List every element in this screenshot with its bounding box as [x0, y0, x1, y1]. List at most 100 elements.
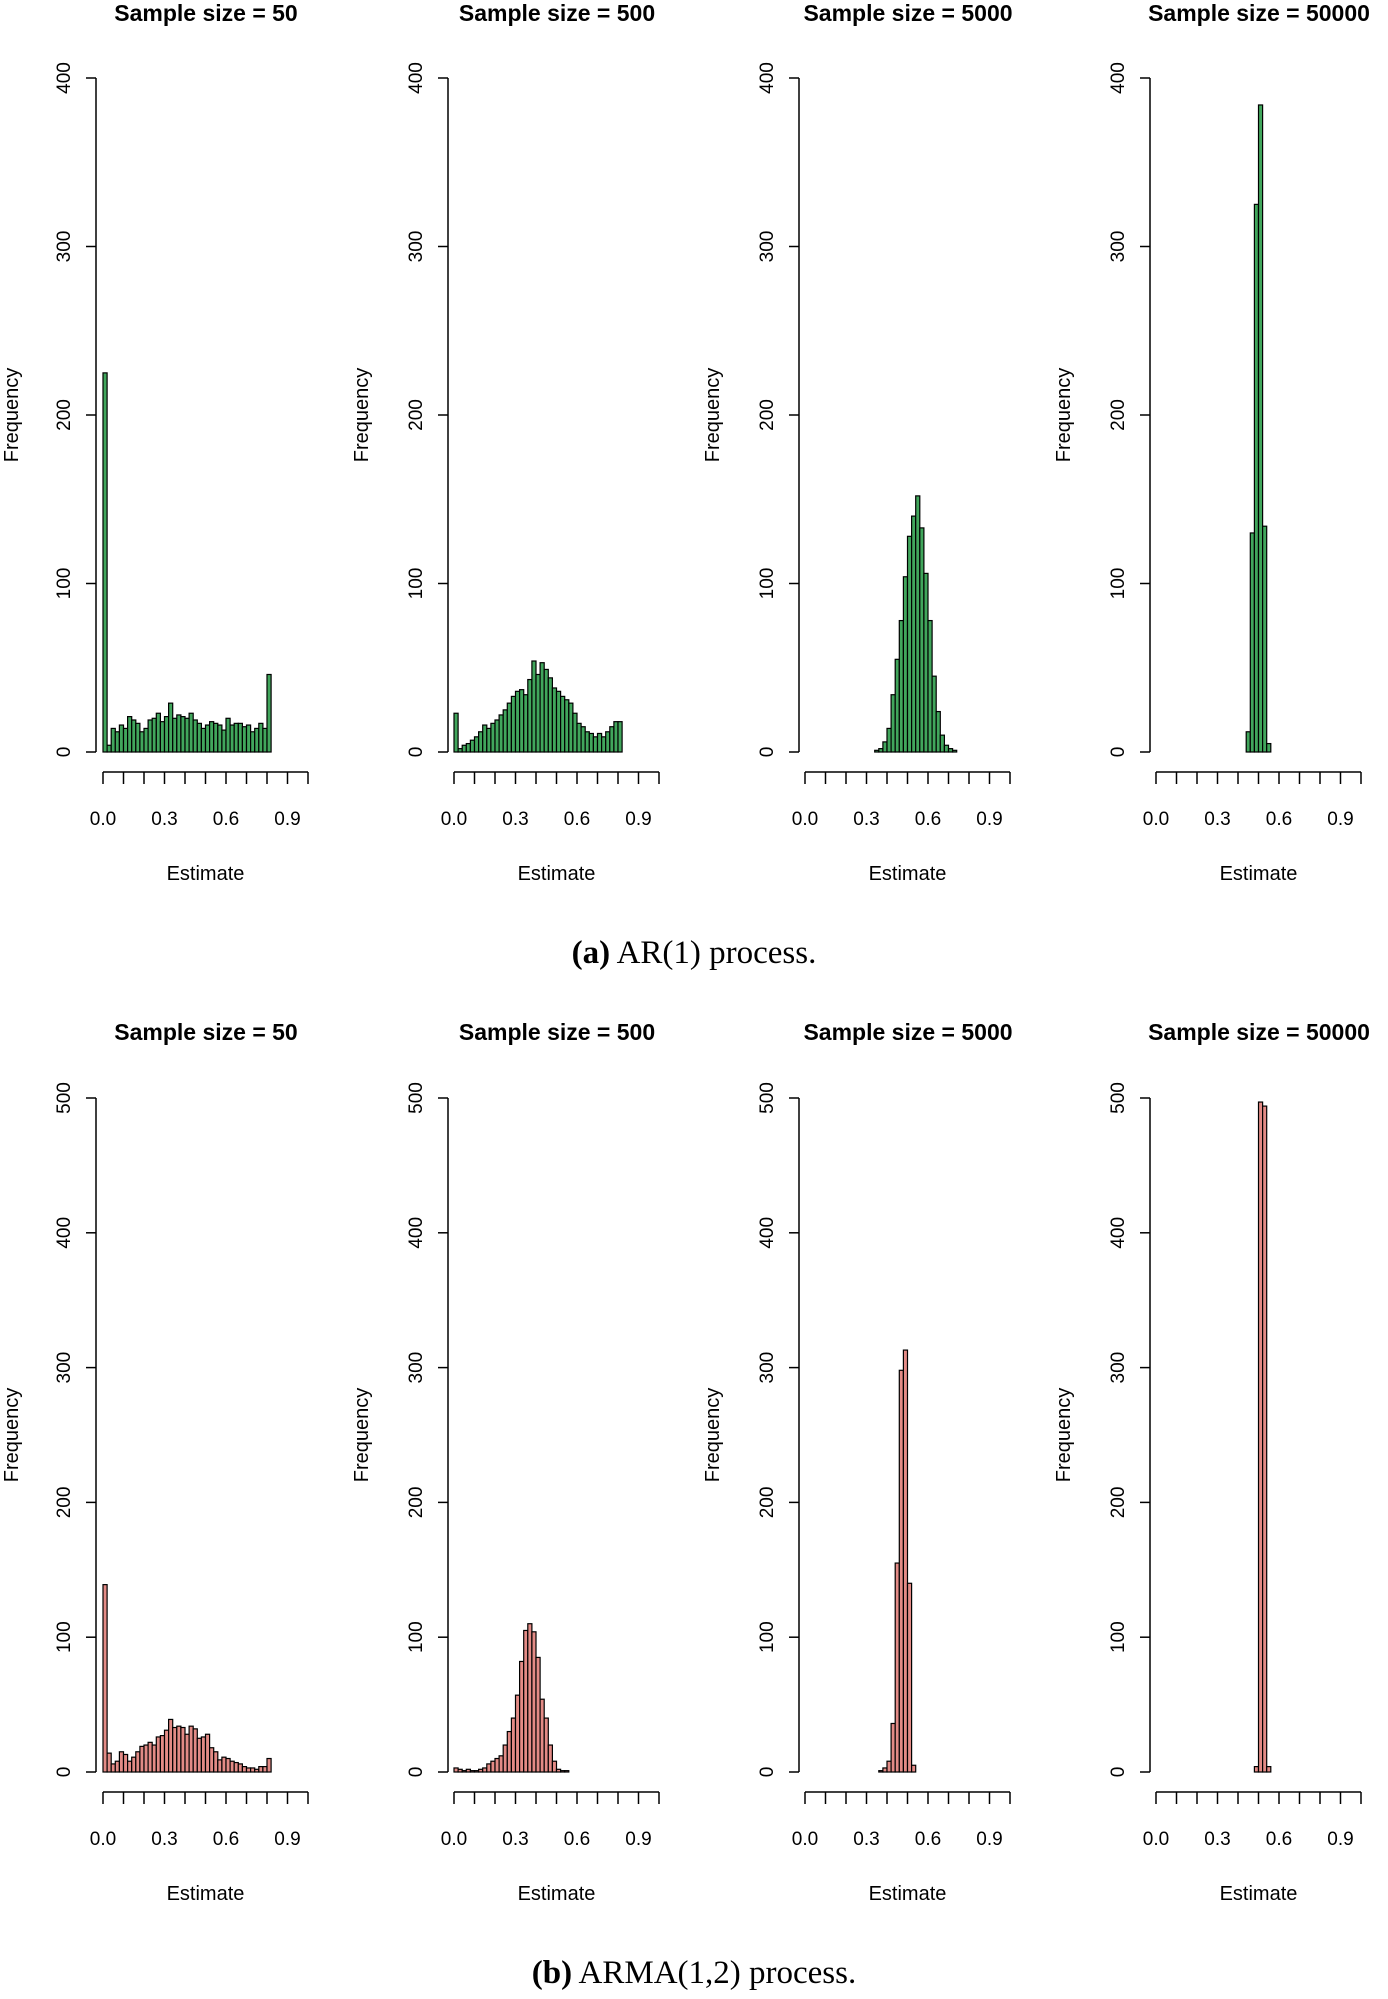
- histogram-bar: [254, 1768, 260, 1773]
- histogram-bar: [882, 1767, 888, 1773]
- y-tick-label: 0: [1108, 1767, 1129, 1778]
- histogram-bar: [147, 1741, 153, 1773]
- histogram-bar: [225, 1757, 231, 1773]
- histogram-bar: [110, 727, 116, 753]
- histogram-bar: [135, 1751, 141, 1773]
- histogram-bar: [906, 1582, 913, 1773]
- histogram-bar: [1245, 731, 1251, 753]
- histogram-bar: [527, 1623, 533, 1773]
- histogram-bar: [890, 1722, 896, 1773]
- histogram-bar: [241, 1766, 248, 1773]
- histogram-bar: [1253, 1766, 1260, 1773]
- caption-a-text: AR(1) process.: [616, 935, 817, 971]
- y-tick-label: 100: [757, 568, 778, 600]
- histogram-bar: [237, 722, 244, 753]
- y-tick-label: 0: [54, 1767, 75, 1778]
- histogram-bar: [584, 731, 590, 753]
- caption-a: (a) AR(1) process.: [0, 935, 1388, 972]
- histogram-bar: [482, 724, 488, 753]
- histogram-bar: [258, 1766, 264, 1773]
- y-tick-label: 100: [406, 568, 427, 600]
- subplot-title: Sample size = 5000: [803, 1019, 1012, 1045]
- histogram-bar: [461, 744, 467, 753]
- histogram-bar: [551, 1760, 558, 1773]
- x-axis-label: Estimate: [518, 1883, 596, 1905]
- histogram-bar: [874, 749, 880, 753]
- histogram-bar: [923, 572, 929, 753]
- histogram-bar: [217, 724, 223, 753]
- histogram-bar: [506, 702, 512, 753]
- y-tick-label: 200: [757, 1487, 778, 1519]
- histogram-bar: [486, 727, 492, 753]
- histogram-bar: [200, 727, 207, 753]
- x-tick-label: 0.3: [853, 809, 879, 830]
- histogram-bar: [617, 721, 623, 753]
- x-tick-label: 0.0: [441, 809, 467, 830]
- histogram-bar: [568, 702, 574, 753]
- x-tick-label: 0.3: [502, 1829, 528, 1850]
- caption-b-text: ARMA(1,2) process.: [578, 1955, 857, 1991]
- histogram-bar: [478, 1768, 484, 1773]
- histogram-bar: [126, 1760, 133, 1773]
- histogram-bar: [1261, 1105, 1268, 1773]
- histogram-bar: [172, 1726, 178, 1773]
- x-tick-label: 0.6: [564, 1829, 590, 1850]
- histogram-bar: [163, 716, 170, 753]
- histogram-bar: [221, 1756, 227, 1773]
- histogram-bar: [465, 1768, 471, 1773]
- histogram-bar: [262, 727, 268, 753]
- x-tick-label: 0.9: [1327, 809, 1353, 830]
- histogram-bar: [543, 1717, 549, 1773]
- histogram-bar: [217, 1759, 223, 1773]
- histogram-bar: [457, 1768, 463, 1773]
- histogram-bar: [151, 717, 157, 753]
- histogram-bar: [878, 748, 884, 753]
- histogram-bar: [192, 1728, 198, 1773]
- histogram-bar: [192, 719, 198, 753]
- x-tick-label: 0.0: [90, 809, 116, 830]
- histogram-bar: [151, 1744, 157, 1773]
- histogram-bar: [915, 495, 921, 753]
- y-axis-label: Frequency: [351, 1388, 373, 1483]
- histogram-bar: [894, 1562, 900, 1773]
- y-tick-label: 200: [54, 399, 75, 431]
- histogram-bar: [927, 619, 933, 753]
- histogram-bar: [551, 687, 558, 753]
- histogram-bar: [469, 739, 476, 753]
- x-tick-label: 0.3: [1204, 1829, 1230, 1850]
- x-axis-label: Estimate: [167, 1883, 245, 1905]
- subplot-a-3: Sample size = 5000 0 100 200 300 400 Frequency…: [702, 0, 1013, 885]
- histogram-bar: [118, 724, 125, 753]
- histogram-bar: [514, 690, 521, 753]
- x-axis-label: Estimate: [518, 863, 596, 885]
- y-tick-label: 200: [757, 399, 778, 431]
- histogram-bar: [605, 731, 611, 753]
- histogram-bar: [539, 662, 545, 753]
- histogram-bar: [564, 699, 570, 753]
- histogram-bar: [114, 731, 121, 753]
- x-axis-label: Estimate: [1220, 863, 1298, 885]
- histogram-bar: [951, 749, 958, 753]
- x-tick-label: 0.6: [213, 809, 239, 830]
- histogram-bar: [898, 619, 904, 753]
- histogram-bar: [559, 695, 566, 753]
- histogram-bar: [910, 1764, 917, 1773]
- histogram-bar: [254, 727, 260, 753]
- histogram-bar: [155, 1736, 162, 1773]
- histogram-bar: [894, 658, 900, 753]
- histogram-bar: [482, 1767, 488, 1773]
- y-axis-label: Frequency: [1, 368, 23, 463]
- histogram-bar: [931, 675, 937, 753]
- subplot-title: Sample size = 50: [114, 0, 297, 26]
- x-axis-label: Estimate: [167, 863, 245, 885]
- x-tick-label: 0.0: [90, 1829, 116, 1850]
- y-tick-label: 300: [1108, 1352, 1129, 1384]
- x-tick-label: 0.6: [1266, 1829, 1292, 1850]
- y-tick-label: 500: [1108, 1082, 1129, 1114]
- y-tick-label: 0: [406, 1767, 427, 1778]
- histogram-bar: [110, 1763, 116, 1773]
- histogram-bar: [535, 1656, 541, 1773]
- panel-b: Sample size = 500100200300400500Frequenc…: [1, 1019, 1370, 1905]
- y-tick-label: 300: [1108, 231, 1129, 263]
- histogram-bar: [176, 714, 182, 753]
